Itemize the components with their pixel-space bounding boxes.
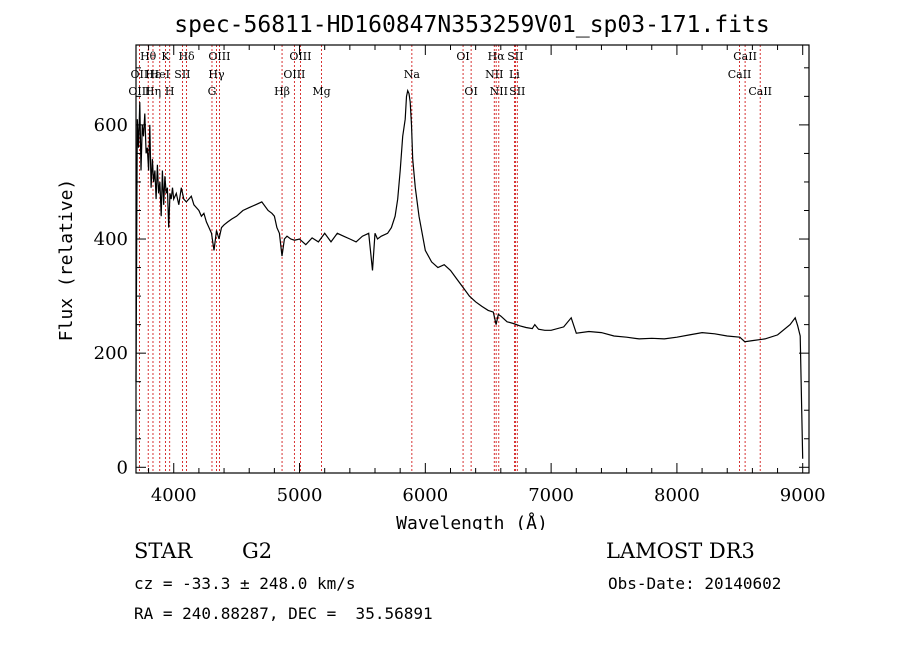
- redshift-velocity: cz = -33.3 ± 248.0 km/s: [134, 574, 356, 593]
- y-axis-ticks: 0 200 400 600: [94, 67, 809, 478]
- spectral-line-label: NII: [485, 68, 503, 81]
- x-axis-label: Wavelength (Å): [396, 512, 548, 530]
- object-class: STAR: [134, 539, 193, 563]
- y-axis-label: Flux (relative): [56, 179, 77, 342]
- spectral-line-label: OIII: [208, 50, 230, 63]
- spectral-line-label: OII: [131, 68, 149, 81]
- spectral-line-label: SII: [174, 68, 190, 81]
- x-tick-label: 7000: [528, 485, 574, 506]
- spectral-line-markers: [138, 45, 761, 473]
- spectral-line-label: OIII: [283, 68, 305, 81]
- x-tick-label: 4000: [151, 485, 197, 506]
- x-tick-label: 9000: [780, 485, 826, 506]
- spectral-line-label: SII: [509, 85, 525, 98]
- spectral-line-label: OIII: [128, 85, 150, 98]
- observation-date: Obs-Date: 20140602: [608, 574, 782, 593]
- spectral-line-label: Hδ: [178, 50, 195, 63]
- x-tick-label: 5000: [277, 485, 323, 506]
- spectral-line-label: CaII: [733, 50, 757, 63]
- spectral-line-label: NII: [490, 85, 508, 98]
- spectral-line-label: Li: [509, 68, 520, 81]
- spectral-line-labels: Hθ OII OIII Hε Hη K HeI H Hδ SII OIII Hγ G Hβ OIII OIII…: [128, 50, 772, 98]
- y-tick-label: 600: [94, 115, 128, 136]
- spectral-line-label: K: [161, 50, 170, 63]
- survey-name: LAMOST DR3: [606, 539, 755, 563]
- spectral-line-label: Hε: [145, 68, 161, 81]
- chart-title: spec-56811-HD160847N353259V01_sp03-171.f…: [174, 12, 769, 38]
- spectral-line-label: Hγ: [208, 68, 225, 81]
- y-tick-label: 200: [94, 343, 128, 364]
- x-axis-ticks: 4000 5000 6000 7000 8000 9000: [148, 45, 826, 506]
- spectral-line-label: HeI: [150, 68, 170, 81]
- spectral-line-label: Hθ: [140, 50, 157, 63]
- spectral-line-label: OI: [456, 50, 469, 63]
- object-subclass: G2: [242, 539, 273, 563]
- y-tick-label: 400: [94, 229, 128, 250]
- spectral-line-label: Na: [404, 68, 421, 81]
- spectral-line-label: Hα: [488, 50, 506, 63]
- spectral-line-label: SII: [507, 50, 523, 63]
- x-tick-label: 8000: [654, 485, 700, 506]
- spectral-line-label: OIII: [289, 50, 311, 63]
- plot-frame: [135, 44, 810, 474]
- spectral-line-label: CaII: [728, 68, 752, 81]
- spectral-line-label: Hβ: [274, 85, 290, 98]
- x-tick-label: 6000: [402, 485, 448, 506]
- spectral-line-label: OI: [464, 85, 477, 98]
- spectrum-chart: spec-56811-HD160847N353259V01_sp03-171.f…: [56, 12, 826, 530]
- spectral-line-label: Hη: [145, 85, 161, 98]
- spectrum-line: [135, 88, 804, 459]
- spectral-line-label: Mg: [312, 85, 330, 98]
- spectral-line-label: H: [165, 85, 175, 98]
- coordinates: RA = 240.88287, DEC = 35.56891: [134, 604, 433, 623]
- spectral-line-label: G: [208, 85, 217, 98]
- y-tick-label: 0: [117, 457, 128, 478]
- spectral-line-label: CaII: [748, 85, 772, 98]
